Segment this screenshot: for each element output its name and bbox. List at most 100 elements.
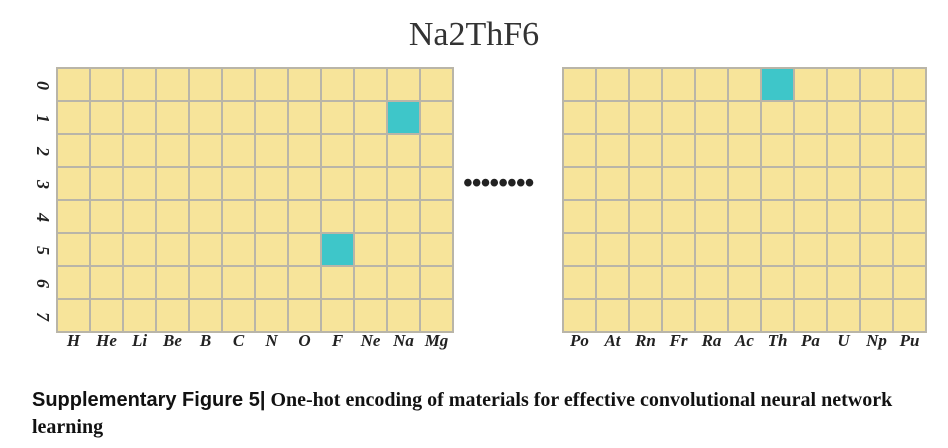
grid-cell xyxy=(223,234,254,265)
grid-cell xyxy=(322,69,353,100)
grid-cell xyxy=(663,267,694,298)
grid-cell xyxy=(696,168,727,199)
row-label: 5 xyxy=(32,246,53,255)
grid-cell xyxy=(696,234,727,265)
hot-cell xyxy=(762,69,793,100)
grid-cell xyxy=(795,201,826,232)
grid-cell xyxy=(861,234,892,265)
column-label: N xyxy=(265,331,278,350)
grid-cell xyxy=(289,201,320,232)
row-label: 6 xyxy=(32,279,53,288)
ellipsis: •••••••• xyxy=(463,168,534,199)
grid-cell xyxy=(663,168,694,199)
grid-cell xyxy=(421,267,452,298)
grid-cell xyxy=(663,201,694,232)
grid-cell xyxy=(795,102,826,133)
grid-cell xyxy=(696,267,727,298)
grid-cell xyxy=(597,69,628,100)
column-label: Be xyxy=(163,331,182,350)
grid-cell xyxy=(729,69,760,100)
grid-cell xyxy=(729,234,760,265)
grid-cell xyxy=(223,69,254,100)
row-label: 4 xyxy=(32,213,53,222)
column-label: Np xyxy=(866,331,887,350)
figure-title: Na2ThF6 xyxy=(408,16,540,53)
grid-cell xyxy=(256,234,287,265)
row-label: 3 xyxy=(32,180,53,189)
grid-cell xyxy=(421,102,452,133)
grid-cell xyxy=(421,234,452,265)
grid-cell xyxy=(663,234,694,265)
grid-cell xyxy=(564,69,595,100)
grid-cell xyxy=(157,300,188,331)
grid-cell xyxy=(223,102,254,133)
grid-cell xyxy=(729,168,760,199)
figure-caption: Supplementary Figure 5| One-hot encoding… xyxy=(32,387,932,441)
grid-cell xyxy=(322,135,353,166)
grid-cell xyxy=(289,135,320,166)
grid-cell xyxy=(190,102,221,133)
grid-cell xyxy=(696,102,727,133)
grid-cell xyxy=(696,135,727,166)
grid-cell xyxy=(190,267,221,298)
grid-cell xyxy=(630,102,661,133)
grid-cell xyxy=(124,168,155,199)
grid-cell xyxy=(729,300,760,331)
grid-cell xyxy=(564,201,595,232)
grid-cell xyxy=(223,135,254,166)
column-label: C xyxy=(232,331,245,350)
grid-cell xyxy=(388,300,419,331)
hot-cell xyxy=(322,234,353,265)
grid-cell xyxy=(597,234,628,265)
grid-cell xyxy=(355,267,386,298)
right-encoding-grid xyxy=(562,67,927,333)
grid-cell xyxy=(190,300,221,331)
grid-cell xyxy=(564,135,595,166)
grid-cell xyxy=(124,267,155,298)
grid-cell xyxy=(322,102,353,133)
grid-cell xyxy=(762,102,793,133)
grid-cell xyxy=(729,102,760,133)
grid-cell xyxy=(762,135,793,166)
grid-cell xyxy=(322,201,353,232)
grid-cell xyxy=(894,300,925,331)
grid-cell xyxy=(861,69,892,100)
column-label: Ac xyxy=(735,331,754,350)
grid-cell xyxy=(289,69,320,100)
column-label: Po xyxy=(570,331,589,350)
grid-cell xyxy=(663,69,694,100)
grid-cell xyxy=(663,135,694,166)
column-label: Na xyxy=(393,331,414,350)
grid-cell xyxy=(795,69,826,100)
grid-cell xyxy=(58,69,89,100)
grid-cell xyxy=(157,135,188,166)
grid-cell xyxy=(388,69,419,100)
grid-cell xyxy=(597,267,628,298)
grid-cell xyxy=(828,234,859,265)
grid-cell xyxy=(828,168,859,199)
grid-cell xyxy=(256,201,287,232)
grid-cell xyxy=(597,300,628,331)
grid-cell xyxy=(91,69,122,100)
grid-cell xyxy=(91,234,122,265)
grid-cell xyxy=(124,102,155,133)
grid-cell xyxy=(91,300,122,331)
grid-cell xyxy=(91,135,122,166)
grid-cell xyxy=(828,267,859,298)
column-label: F xyxy=(331,331,344,350)
grid-cell xyxy=(630,234,661,265)
column-label: O xyxy=(298,331,311,350)
grid-cell xyxy=(421,300,452,331)
grid-cell xyxy=(663,300,694,331)
grid-cell xyxy=(828,102,859,133)
grid-cell xyxy=(597,168,628,199)
grid-cell xyxy=(630,135,661,166)
grid-cell xyxy=(157,267,188,298)
grid-cell xyxy=(289,102,320,133)
grid-cell xyxy=(795,135,826,166)
grid-cell xyxy=(762,201,793,232)
grid-cell xyxy=(322,168,353,199)
grid-cell xyxy=(630,201,661,232)
grid-cell xyxy=(124,300,155,331)
grid-cell xyxy=(190,168,221,199)
